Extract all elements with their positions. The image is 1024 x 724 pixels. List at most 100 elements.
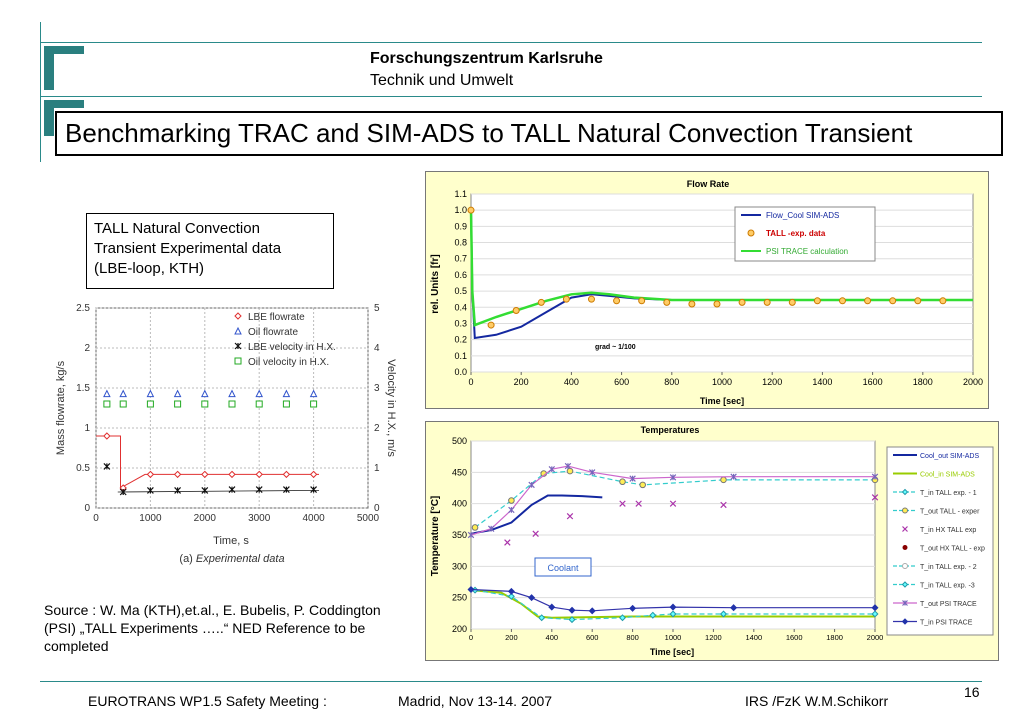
exp-ytick-left-label: 0 [84, 503, 90, 514]
exp-data-point [119, 400, 127, 408]
flow-legend: Flow_Cool SIM-ADS TALL -exp. data PSI TR… [734, 206, 876, 262]
exp-data-point [174, 400, 182, 408]
temp-series-point [532, 530, 539, 537]
exp-data-point [119, 389, 128, 398]
temp-series-point [507, 587, 515, 595]
temp-series-point [730, 473, 737, 480]
temp-series-point [871, 604, 879, 612]
exp-data-point [103, 400, 111, 408]
temp-series-point [871, 610, 879, 618]
temp-xlabel: Time [sec] [650, 647, 694, 657]
temp-legend-label: T_out PSI TRACE [920, 601, 977, 608]
temp-ytick-label: 350 [452, 530, 467, 540]
temp-series-point [566, 467, 574, 475]
exp-xtick-label: 2000 [194, 513, 217, 524]
temp-legend-label: T_in TALL exp. -3 [920, 583, 975, 590]
temp-xtick-label: 1200 [705, 633, 722, 642]
exp-xtick-label: 1000 [139, 513, 162, 524]
flow-exp-point [487, 321, 495, 329]
exp-data-point [146, 486, 154, 494]
exp-data-point [310, 400, 318, 408]
temp-series-point [669, 603, 677, 611]
temp-series-point [467, 531, 475, 539]
footer-location-date: Madrid, Nov 13-14. 2007 [398, 693, 553, 709]
exp-data-point [282, 486, 290, 494]
flow-exp-point [587, 295, 595, 303]
exp-data-point [282, 470, 291, 479]
flow-ytick-label: 0.6 [454, 270, 467, 280]
temp-legend-label: T_in TALL exp. - 2 [920, 564, 977, 571]
flow-ytick-label: 0.5 [454, 286, 467, 296]
exp-xtick-label: 5000 [357, 513, 380, 524]
exp-data-point [309, 389, 318, 398]
temp-series-point [649, 611, 657, 619]
org-subtitle: Technik und Umwelt [370, 72, 514, 89]
exp-ytick-right-label: 4 [374, 343, 380, 354]
temp-legend-marker [902, 563, 908, 569]
footer-meeting: EUROTRANS WP1.5 Safety Meeting : [88, 693, 327, 709]
temp-series-point [538, 614, 546, 622]
header-rule-bottom [40, 96, 982, 97]
temp-series-point [588, 469, 596, 476]
temp-series-point [566, 512, 574, 520]
flow-ytick-label: 1.0 [454, 205, 467, 215]
exp-caption: (a) Experimental data [179, 553, 284, 565]
temp-legend-marker [901, 488, 909, 496]
footer-author: IRS /FzK W.M.Schikorr [745, 693, 889, 709]
exp-data-point [201, 400, 209, 408]
flow-exp-point [638, 297, 646, 305]
slide-title-box: Benchmarking TRAC and SIM-ADS to TALL Na… [55, 111, 1003, 156]
temp-legend-label: Cool_in SIM-ADS [920, 472, 975, 479]
info-box: TALL Natural Convection Transient Experi… [86, 213, 334, 289]
temp-xtick-label: 200 [505, 633, 518, 642]
exp-ytick-left-label: 1 [84, 423, 90, 434]
logo-bar-vertical-bottom [44, 100, 54, 136]
info-line-2: Transient Experimental data [94, 240, 282, 257]
coolant-label: Coolant [547, 563, 579, 573]
exp-legend-label: LBE velocity in H.X. [248, 342, 336, 353]
flow-xtick-label: 800 [664, 377, 679, 387]
flow-exp-point [763, 298, 771, 306]
temp-series-point [619, 478, 626, 486]
temp-series-point [548, 465, 556, 473]
exp-legend-marker [234, 342, 242, 350]
exp-legend-marker [234, 326, 242, 335]
exp-data-point [200, 389, 209, 398]
temp-series-point [471, 524, 479, 531]
temp-xtick-label: 0 [469, 633, 473, 642]
exp-data-point [174, 486, 182, 494]
header-rule-top [40, 42, 982, 43]
exp-xtick-label: 3000 [248, 513, 271, 524]
temp-series-point [871, 494, 879, 501]
info-line-3: (LBE-loop, KTH) [94, 260, 205, 277]
flow-ylabel: rel. Units [fr] [430, 254, 441, 313]
temp-legend-label: T_in HX TALL exp [920, 527, 976, 534]
temp-legend-label: T_out TALL - exper [920, 509, 980, 516]
flow-xtick-label: 1800 [913, 377, 933, 387]
flow-xtick-label: 1600 [863, 377, 883, 387]
logo-rule-left [40, 22, 41, 162]
temp-series-point [720, 476, 727, 484]
temp-series-point [720, 501, 727, 509]
exp-data-point [146, 389, 155, 398]
temp-series-point [467, 586, 475, 594]
temp-series-point [568, 616, 576, 624]
exp-data-point [309, 470, 318, 479]
exp-data-point [201, 470, 209, 479]
temp-xtick-label: 1000 [665, 633, 682, 642]
flow-exp-point [788, 298, 796, 306]
temp-legend-label: Cool_out SIM-ADS [920, 453, 979, 460]
temp-ytick-label: 300 [452, 561, 467, 571]
temp-ytick-label: 450 [452, 467, 467, 477]
exp-ylabel-right: Velocity in H.X., m/s [385, 359, 397, 457]
temp-legend-label: T_in TALL exp. - 1 [920, 490, 977, 497]
temp-series-point [871, 473, 879, 480]
flow-ytick-label: 0.0 [454, 367, 467, 377]
flow-xtick-label: 2000 [963, 377, 983, 387]
exp-legend-marker [234, 312, 242, 320]
flow-exp-point [738, 298, 746, 306]
exp-legend-marker [234, 357, 242, 365]
exp-data-point [255, 470, 263, 479]
temp-series-point [528, 594, 536, 602]
logo-bar-vertical-top [44, 46, 54, 90]
